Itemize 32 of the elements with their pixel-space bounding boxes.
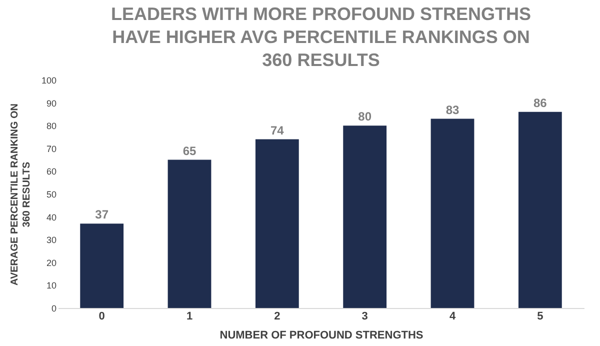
y-tick-label: 80 [46, 121, 56, 132]
y-tick-label: 90 [46, 98, 56, 108]
bar [168, 160, 212, 308]
y-tick-label: 60 [46, 166, 56, 177]
data-label: 83 [446, 102, 460, 117]
data-label: 74 [270, 123, 284, 138]
y-tick-label: 10 [46, 280, 56, 291]
data-label: 65 [182, 144, 196, 158]
bar [255, 139, 299, 308]
data-label: 37 [95, 208, 109, 222]
y-tick-label: 100 [41, 76, 56, 86]
y-tick-label: 20 [46, 258, 56, 268]
x-tick-label: 2 [274, 310, 280, 322]
x-tick-label: 3 [362, 310, 368, 322]
y-tick-label: 70 [46, 144, 56, 154]
y-tick-label: 30 [46, 235, 56, 246]
data-label: 86 [533, 96, 548, 110]
bar [343, 126, 387, 308]
y-axis-title: AVERAGE PERCENTILE RANKING ON 360 RESULTS [9, 103, 32, 286]
y-tick-label: 0 [51, 304, 56, 314]
bar [518, 112, 562, 308]
bar [430, 118, 474, 308]
y-tick-label: 40 [46, 212, 56, 222]
chart-title: LEADERS WITH MORE PROFOUND STRENGTHS HAVE HIGHER AVG PERCENTILE RANKINGS ON 360 RESULTS [110, 4, 532, 70]
x-tick-label: 5 [537, 310, 544, 322]
data-label: 80 [358, 110, 372, 124]
x-tick-label: 0 [98, 310, 105, 322]
y-tick-label: 50 [46, 190, 56, 200]
x-tick-label: 4 [449, 310, 456, 322]
bar [80, 224, 124, 308]
x-tick-label: 1 [186, 310, 193, 322]
x-axis-title: NUMBER OF PROFOUND STRENGTHS [220, 330, 424, 342]
